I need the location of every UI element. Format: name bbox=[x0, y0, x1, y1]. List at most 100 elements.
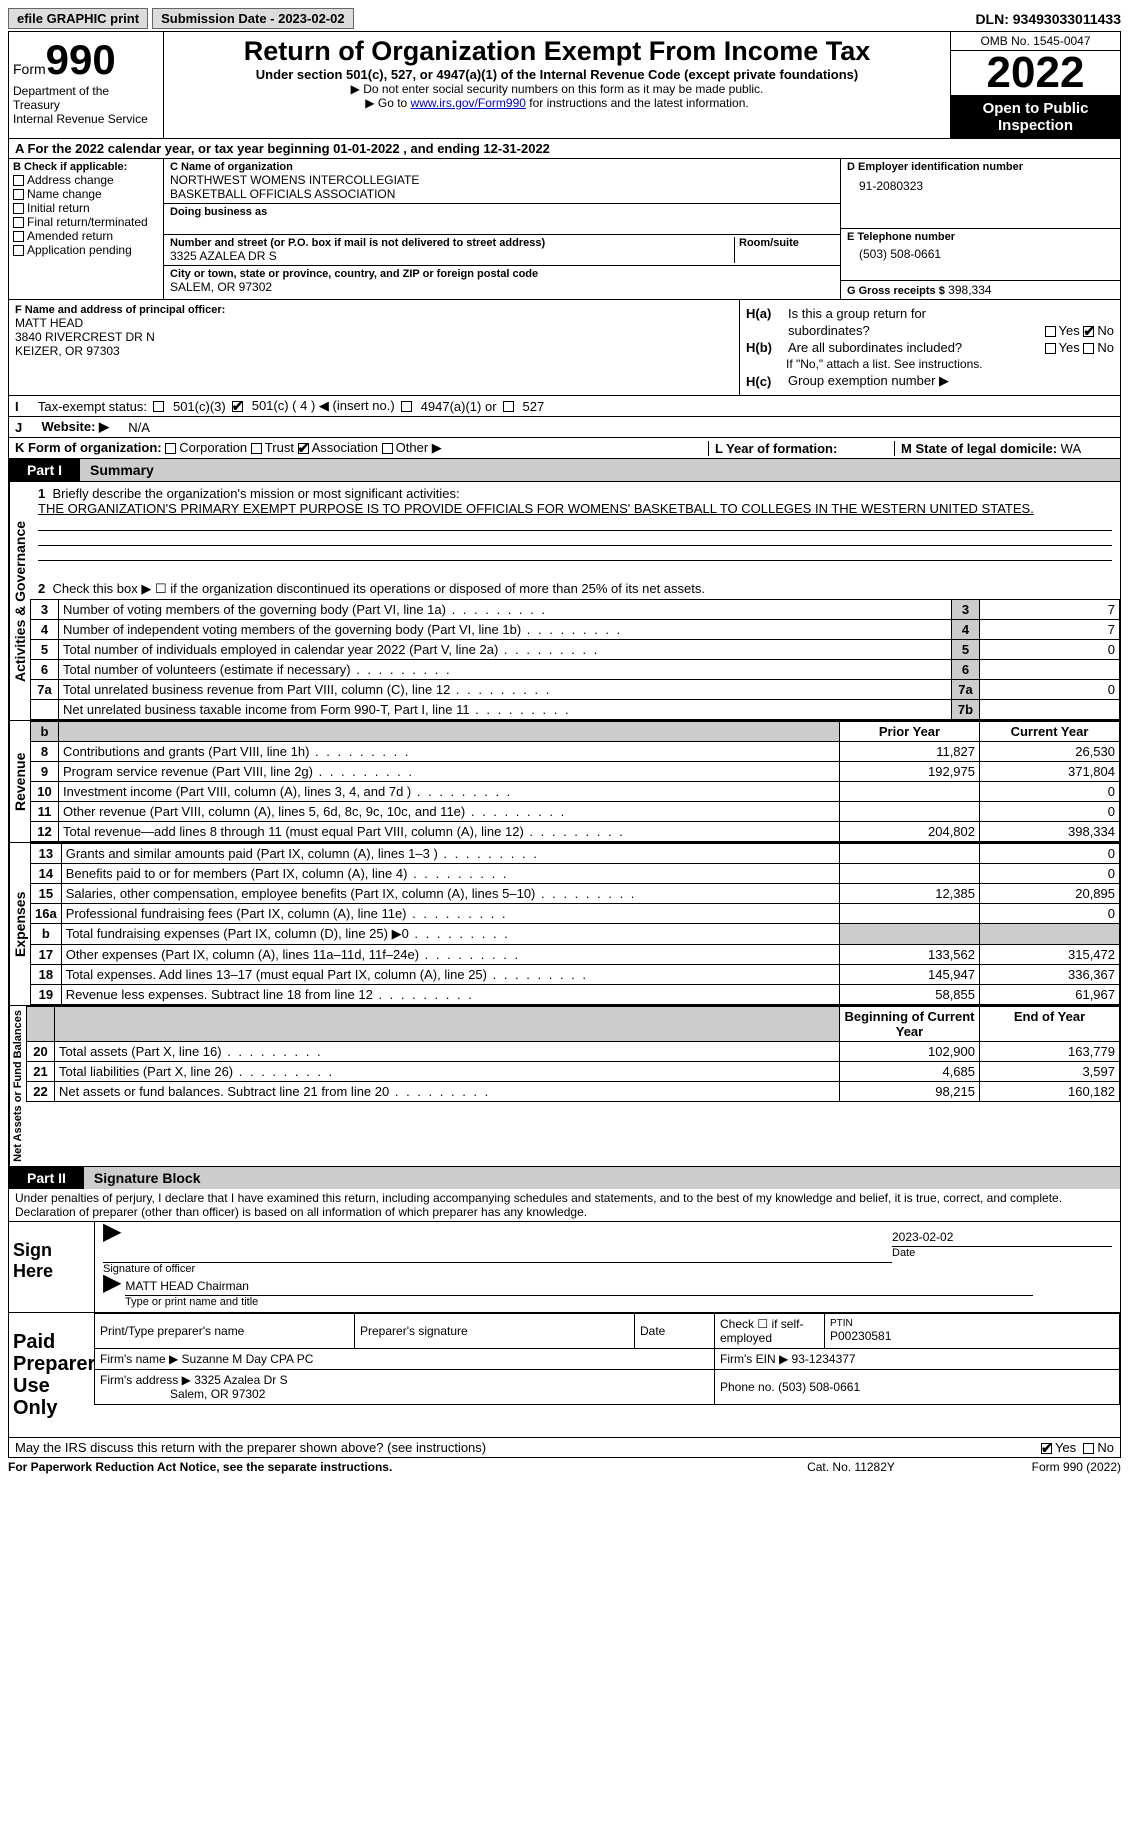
line-text: Other expenses (Part IX, column (A), lin… bbox=[61, 945, 839, 965]
may-irs-yes[interactable] bbox=[1041, 1443, 1052, 1454]
form-title: Return of Organization Exempt From Incom… bbox=[172, 36, 942, 67]
lbl-final-return: Final return/terminated bbox=[27, 215, 148, 229]
line-val: 7 bbox=[980, 620, 1120, 640]
curr-val: 0 bbox=[980, 802, 1120, 822]
firm-name-value: Suzanne M Day CPA PC bbox=[182, 1352, 314, 1366]
vlabel-activities: Activities & Governance bbox=[9, 482, 30, 720]
check-trust[interactable] bbox=[251, 443, 262, 454]
h-a-text2: subordinates? bbox=[788, 323, 870, 338]
tel-value: (503) 508-0661 bbox=[847, 243, 1114, 265]
h-a-label: H(a) bbox=[746, 306, 784, 321]
box-num: 5 bbox=[952, 640, 980, 660]
form-org-label: K Form of organization: bbox=[15, 440, 162, 455]
part1-title: Summary bbox=[80, 459, 1120, 481]
line-text: Total assets (Part X, line 16) bbox=[55, 1042, 840, 1062]
lbl-address-change: Address change bbox=[27, 173, 114, 187]
check-initial-return[interactable] bbox=[13, 203, 24, 214]
efile-button[interactable]: efile GRAPHIC print bbox=[8, 8, 148, 29]
prep-h4: Check ☐ if self-employed bbox=[720, 1317, 803, 1345]
sig-officer-label: Signature of officer bbox=[103, 1263, 892, 1275]
check-pending[interactable] bbox=[13, 245, 24, 256]
check-assoc[interactable] bbox=[298, 443, 309, 454]
check-other[interactable] bbox=[382, 443, 393, 454]
curr-val: 61,967 bbox=[980, 985, 1120, 1005]
line-text: Total liabilities (Part X, line 26) bbox=[55, 1062, 840, 1082]
officer-addr1: 3840 RIVERCREST DR N bbox=[15, 330, 733, 344]
gross-label: G Gross receipts $ bbox=[847, 285, 945, 297]
check-501c[interactable] bbox=[232, 401, 243, 412]
check-final-return[interactable] bbox=[13, 217, 24, 228]
line-text: Total unrelated business revenue from Pa… bbox=[59, 680, 952, 700]
h-a-text1: Is this a group return for bbox=[788, 306, 926, 321]
check-501c3[interactable] bbox=[153, 401, 164, 412]
website-label: Website: ▶ bbox=[41, 419, 109, 435]
opt-corp: Corporation bbox=[179, 440, 247, 455]
curr-val: 20,895 bbox=[980, 884, 1120, 904]
h-b-text: Are all subordinates included? bbox=[788, 340, 962, 355]
line-text: Benefits paid to or for members (Part IX… bbox=[61, 864, 839, 884]
sign-arrow-2: ▶ bbox=[103, 1269, 121, 1296]
hb-yes[interactable] bbox=[1045, 343, 1056, 354]
line-text: Investment income (Part VIII, column (A)… bbox=[59, 782, 840, 802]
opt-501c4: 501(c) ( 4 ) ◀ (insert no.) bbox=[252, 398, 395, 414]
penalty-text: Under penalties of perjury, I declare th… bbox=[9, 1189, 1120, 1221]
box-num: 6 bbox=[952, 660, 980, 680]
check-4947[interactable] bbox=[401, 401, 412, 412]
curr-val: 315,472 bbox=[980, 945, 1120, 965]
line-val bbox=[980, 660, 1120, 680]
subtitle-1: Under section 501(c), 527, or 4947(a)(1)… bbox=[172, 67, 942, 82]
line-num: 13 bbox=[31, 844, 62, 864]
opt-assoc: Association bbox=[312, 440, 378, 455]
ha-yes[interactable] bbox=[1045, 326, 1056, 337]
line-num: 9 bbox=[31, 762, 59, 782]
h-c-label: H(c) bbox=[746, 374, 784, 389]
line-num: 3 bbox=[31, 600, 59, 620]
firm-addr-label: Firm's address ▶ bbox=[100, 1373, 191, 1387]
submission-date-button[interactable]: Submission Date - 2023-02-02 bbox=[152, 8, 354, 29]
mission-text: THE ORGANIZATION'S PRIMARY EXEMPT PURPOS… bbox=[38, 501, 1034, 516]
line-num: 12 bbox=[31, 822, 59, 842]
footer-catno: Cat. No. 11282Y bbox=[761, 1460, 941, 1474]
line-num: 8 bbox=[31, 742, 59, 762]
box-num: 7a bbox=[952, 680, 980, 700]
box-num: 3 bbox=[952, 600, 980, 620]
tel-label: E Telephone number bbox=[847, 231, 1114, 243]
line-text: Total number of volunteers (estimate if … bbox=[59, 660, 952, 680]
irs-link[interactable]: www.irs.gov/Form990 bbox=[411, 96, 526, 110]
ha-no[interactable] bbox=[1083, 326, 1094, 337]
firm-addr1: 3325 Azalea Dr S bbox=[194, 1373, 287, 1387]
hb-no[interactable] bbox=[1083, 343, 1094, 354]
line-text: Total revenue—add lines 8 through 11 (mu… bbox=[59, 822, 840, 842]
opt-other: Other ▶ bbox=[396, 440, 442, 455]
line-num: 10 bbox=[31, 782, 59, 802]
line-num: 22 bbox=[27, 1082, 55, 1102]
curr-val: 0 bbox=[980, 864, 1120, 884]
check-name-change[interactable] bbox=[13, 189, 24, 200]
check-amended[interactable] bbox=[13, 231, 24, 242]
year-formation-label: L Year of formation: bbox=[715, 441, 837, 456]
line-num bbox=[31, 700, 59, 720]
sig-name-value: MATT HEAD Chairman bbox=[125, 1277, 1033, 1296]
prior-val: 98,215 bbox=[840, 1082, 980, 1102]
street-label: Number and street (or P.O. box if mail i… bbox=[170, 237, 734, 249]
line-text: Grants and similar amounts paid (Part IX… bbox=[61, 844, 839, 864]
vlabel-expenses: Expenses bbox=[9, 843, 30, 1005]
line-num: 6 bbox=[31, 660, 59, 680]
section-b-title: B Check if applicable: bbox=[13, 161, 159, 173]
firm-phone-value: (503) 508-0661 bbox=[778, 1380, 860, 1394]
footer-paperwork: For Paperwork Reduction Act Notice, see … bbox=[8, 1460, 761, 1474]
check-527[interactable] bbox=[503, 401, 514, 412]
dln-text: DLN: 93493033011433 bbox=[975, 11, 1121, 27]
tax-year: 2022 bbox=[951, 51, 1120, 96]
section-c-name-label: C Name of organization bbox=[170, 161, 834, 173]
room-label: Room/suite bbox=[739, 237, 834, 249]
curr-val: 160,182 bbox=[980, 1082, 1120, 1102]
curr-val: 336,367 bbox=[980, 965, 1120, 985]
org-name-2: BASKETBALL OFFICIALS ASSOCIATION bbox=[170, 187, 834, 201]
check-corp[interactable] bbox=[165, 443, 176, 454]
part2-number: Part II bbox=[9, 1167, 84, 1189]
line-num: 14 bbox=[31, 864, 62, 884]
may-irs-no[interactable] bbox=[1083, 1443, 1094, 1454]
check-address-change[interactable] bbox=[13, 175, 24, 186]
firm-addr2: Salem, OR 97302 bbox=[170, 1387, 265, 1401]
